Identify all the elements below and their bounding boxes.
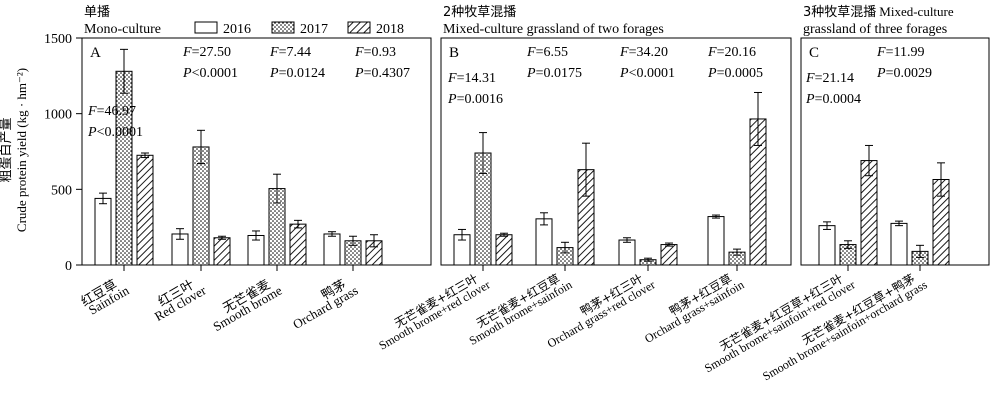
panel-b-title-cn: 2种牧草混播	[443, 5, 516, 20]
panel-letter: A	[90, 45, 101, 61]
stat-annotation: P=0.0004	[805, 92, 861, 107]
bar-2018	[289, 223, 307, 266]
stat-annotation: F=46.97	[87, 104, 136, 119]
panel-a-title-cn: 单播	[84, 5, 110, 20]
bar-2016	[94, 197, 112, 266]
panel-letter: C	[809, 45, 819, 61]
y-axis-label-en: Crude protein yield (kg · hm⁻²)	[14, 68, 29, 232]
stat-annotation: P=0.0029	[876, 66, 932, 81]
panel-b-title-en: Mixed-culture grassland of two forages	[443, 22, 664, 37]
bar-2017	[115, 70, 133, 266]
y-tick-label: 1000	[44, 108, 72, 123]
bar-2018	[213, 237, 231, 266]
stat-annotation: F=6.55	[526, 45, 568, 60]
panel-a-title-en: Mono-culture	[84, 22, 161, 37]
stat-annotation: F=11.99	[876, 45, 924, 60]
stat-annotation: F=0.93	[354, 45, 396, 60]
stat-annotation: P=0.0175	[526, 66, 582, 81]
y-axis-ticks: 0 500 1000 1500	[44, 32, 82, 274]
legend-swatch-2016	[194, 21, 218, 34]
bar-2016	[323, 233, 341, 266]
panel-letter: B	[449, 45, 459, 61]
bar-2016	[618, 239, 636, 266]
stat-annotation: F=27.50	[182, 45, 231, 60]
panel-c-title-cn: 3种牧草混播	[803, 5, 876, 20]
bar-2018	[860, 160, 878, 266]
bar-2016	[818, 225, 836, 266]
bar-2016	[535, 218, 553, 266]
panel-c-title: 3种牧草混播 Mixed-culture	[803, 4, 954, 20]
y-axis-label-cn: 粗蛋白产量	[0, 117, 14, 182]
legend-label-2017: 2017	[300, 22, 328, 37]
panel-c-title-en-line1: Mixed-culture	[879, 4, 954, 19]
panel-c-title-en-line2: grassland of three forages	[803, 22, 947, 37]
stat-annotation: F=20.16	[707, 45, 756, 60]
y-tick-label: 1500	[44, 32, 72, 47]
y-tick-label: 0	[65, 259, 72, 274]
bar-2018	[495, 234, 513, 266]
legend-swatch-2018	[347, 21, 371, 34]
bar-2016	[890, 222, 908, 266]
bar-2018	[660, 244, 678, 266]
y-tick-label: 500	[51, 183, 72, 198]
legend-label-2016: 2016	[223, 22, 251, 37]
stat-annotation: P<0.0001	[182, 66, 238, 81]
stat-annotation: P=0.0016	[447, 92, 503, 107]
stat-annotation: P=0.4307	[354, 66, 410, 81]
stat-annotation: F=21.14	[805, 71, 854, 86]
plot-area: AF=46.97P<0.0001红豆草SainfoinF=27.50P<0.00…	[78, 37, 990, 383]
stat-annotation: F=14.31	[447, 71, 496, 86]
bar-2017	[192, 146, 210, 266]
stat-annotation: P<0.0001	[619, 66, 675, 81]
legend-label-2018: 2018	[376, 22, 404, 37]
stat-annotation: F=7.44	[269, 45, 311, 60]
legend-swatch-2017	[271, 21, 295, 34]
bar-2016	[707, 216, 725, 266]
bar-2018	[136, 154, 154, 266]
panel-frame	[440, 37, 792, 266]
stat-annotation: F=34.20	[619, 45, 668, 60]
panel-a: AF=46.97P<0.0001红豆草SainfoinF=27.50P<0.00…	[78, 37, 432, 334]
stat-annotation: P=0.0005	[707, 66, 763, 81]
stat-annotation: P=0.0124	[269, 66, 325, 81]
legend: 2016 2017 2018	[194, 21, 404, 37]
stat-annotation: P<0.0001	[87, 125, 143, 140]
